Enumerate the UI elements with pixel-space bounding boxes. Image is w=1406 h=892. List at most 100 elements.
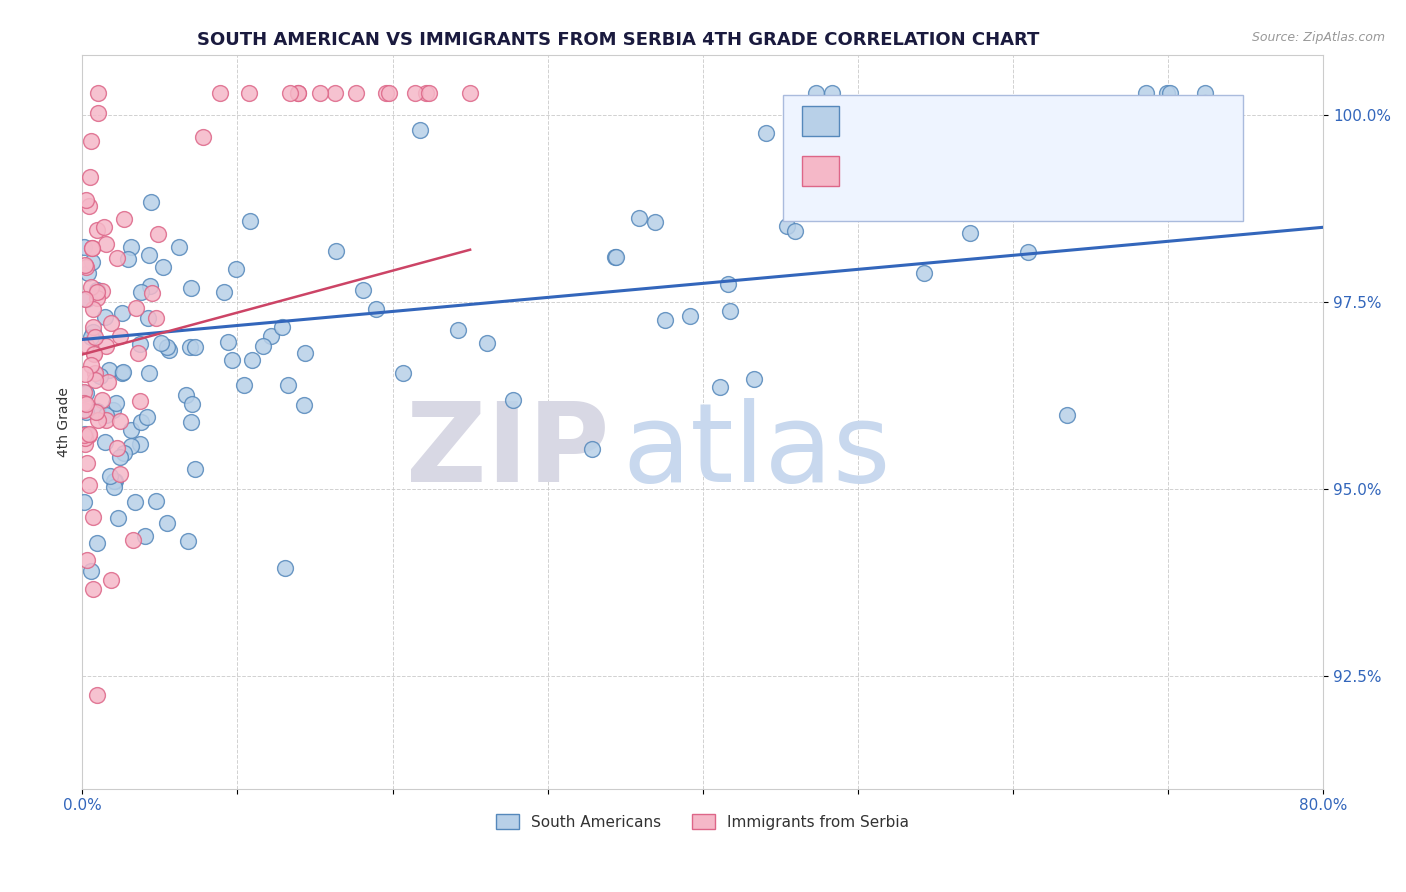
Point <box>93 219 115 234</box>
Point <box>145 494 167 508</box>
Point <box>180 415 202 429</box>
Point <box>174 388 197 402</box>
Point <box>87 106 110 120</box>
Bar <box>801 106 839 136</box>
Point <box>80 279 103 293</box>
Point <box>76 260 98 274</box>
Point <box>378 86 401 100</box>
Point <box>141 286 163 301</box>
Point <box>287 86 309 100</box>
Point <box>73 428 96 442</box>
Point <box>212 285 235 300</box>
Point <box>156 516 179 530</box>
Point <box>718 303 741 318</box>
Point <box>447 323 470 337</box>
Point <box>950 161 973 175</box>
Point <box>86 688 108 702</box>
Point <box>75 193 97 207</box>
Point <box>82 301 104 316</box>
Legend: South Americans, Immigrants from Serbia: South Americans, Immigrants from Serbia <box>491 807 915 836</box>
Point <box>605 251 627 265</box>
Point <box>644 215 666 229</box>
Point <box>83 347 105 361</box>
Point <box>352 283 374 297</box>
Point <box>392 366 415 380</box>
Point <box>830 199 852 213</box>
Point <box>82 241 104 255</box>
Point <box>73 384 96 399</box>
Point <box>240 353 263 368</box>
Y-axis label: 4th Grade: 4th Grade <box>58 387 72 457</box>
Point <box>84 405 107 419</box>
Point <box>100 316 122 330</box>
Point <box>742 372 765 386</box>
Point <box>86 404 108 418</box>
Text: SOUTH AMERICAN VS IMMIGRANTS FROM SERBIA 4TH GRADE CORRELATION CHART: SOUTH AMERICAN VS IMMIGRANTS FROM SERBIA… <box>197 31 1040 49</box>
Point <box>79 169 101 184</box>
Point <box>374 86 396 100</box>
Point <box>87 86 110 100</box>
Point <box>129 415 152 429</box>
Point <box>73 436 96 450</box>
Point <box>112 365 135 379</box>
Point <box>76 292 98 306</box>
Point <box>912 266 935 280</box>
Point <box>75 405 97 419</box>
Point <box>136 311 159 326</box>
Point <box>98 469 121 483</box>
Point <box>73 239 96 253</box>
Point <box>177 533 200 548</box>
Point <box>277 377 299 392</box>
Point <box>1135 87 1157 101</box>
Point <box>75 397 97 411</box>
Point <box>84 329 107 343</box>
Point <box>73 258 96 272</box>
Point <box>915 110 938 124</box>
Point <box>80 241 103 255</box>
Point <box>73 292 96 306</box>
FancyBboxPatch shape <box>783 95 1243 221</box>
Point <box>959 227 981 241</box>
Point <box>415 86 437 100</box>
Point <box>128 394 150 409</box>
Point <box>112 211 135 226</box>
Point <box>96 339 118 353</box>
Point <box>128 437 150 451</box>
Point <box>100 573 122 587</box>
Point <box>1017 244 1039 259</box>
Point <box>239 213 262 227</box>
Point <box>260 328 283 343</box>
Point <box>79 477 101 491</box>
Point <box>193 129 215 144</box>
Point <box>287 86 309 100</box>
Point <box>90 393 112 408</box>
Point <box>139 278 162 293</box>
Point <box>409 123 432 137</box>
Point <box>1056 409 1078 423</box>
Point <box>112 446 135 460</box>
Point <box>157 343 180 358</box>
Text: R = 0.369   N = 79: R = 0.369 N = 79 <box>855 162 1026 180</box>
Point <box>325 244 347 259</box>
Point <box>87 412 110 426</box>
Point <box>125 301 148 315</box>
Point <box>103 480 125 494</box>
Point <box>96 413 118 427</box>
Point <box>105 441 128 455</box>
Point <box>1156 86 1178 100</box>
Point <box>208 86 231 100</box>
Point <box>233 377 256 392</box>
Text: R = 0.220   N = 117: R = 0.220 N = 117 <box>855 112 1038 130</box>
Point <box>120 240 142 254</box>
Point <box>122 533 145 547</box>
Bar <box>801 156 839 186</box>
Point <box>73 367 96 381</box>
Point <box>138 248 160 262</box>
Point <box>156 340 179 354</box>
Point <box>309 86 332 100</box>
Point <box>1194 96 1216 111</box>
Point <box>180 281 202 295</box>
Point <box>83 366 105 380</box>
Text: Source: ZipAtlas.com: Source: ZipAtlas.com <box>1251 31 1385 45</box>
Point <box>80 564 103 578</box>
